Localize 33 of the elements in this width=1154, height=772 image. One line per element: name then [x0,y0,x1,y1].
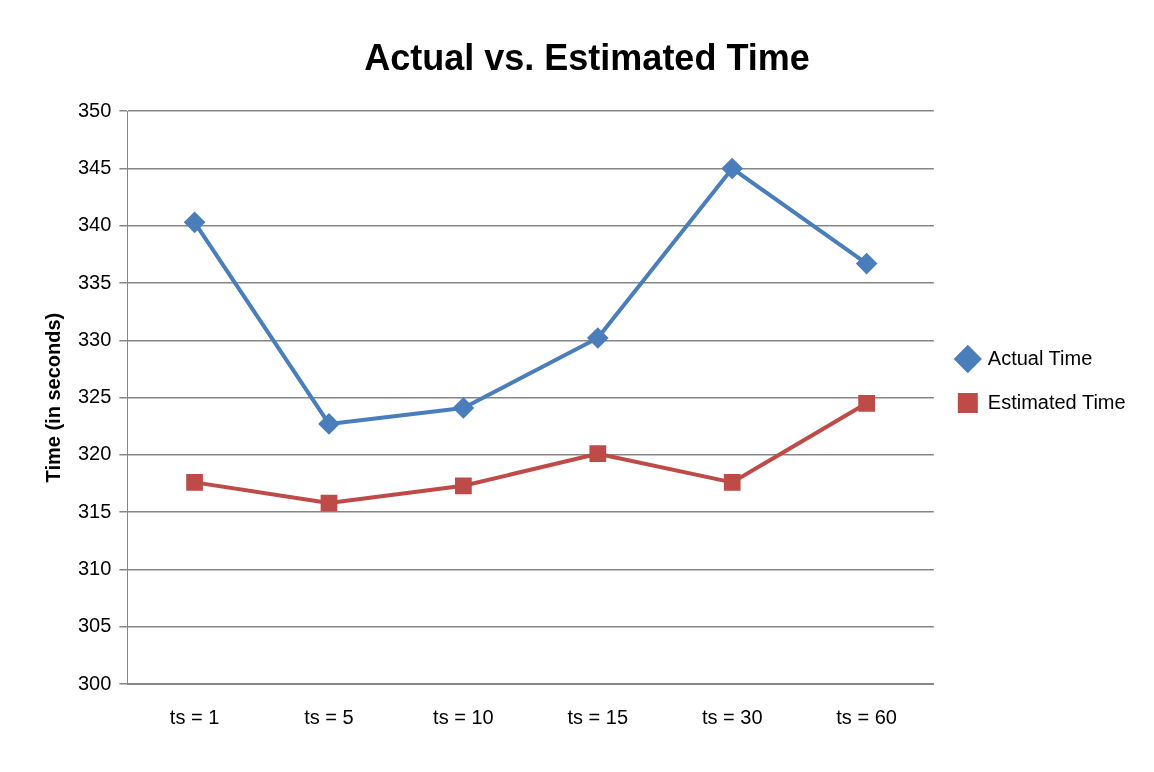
y-tick-label: 335 [77,270,112,293]
x-tick-label: ts = 5 [304,705,354,728]
point [723,474,741,491]
point [186,474,203,491]
y-tick-label: 350 [77,98,112,121]
x-tick-label: ts = 60 [836,705,897,728]
y-tick-label: 340 [77,213,112,236]
y-tick-label: 310 [77,556,112,579]
point [453,397,474,418]
x-tick-label: ts = 30 [701,705,763,728]
point [858,394,875,412]
point [856,253,877,274]
point [455,477,472,495]
x-tick-label: ts = 15 [567,705,629,728]
legend-label: Actual Time [987,346,1093,369]
y-tick-label: 320 [77,442,112,465]
chart-title: Actual vs. Estimated Time [364,36,810,78]
y-tick-label: 330 [77,327,112,350]
y-axis-title: Time (in seconds) [41,312,64,483]
x-tick-label: ts = 1 [169,705,220,728]
point [318,413,339,434]
point [184,212,205,233]
y-tick-label: 300 [77,671,112,694]
y-tick-label: 315 [77,499,112,522]
y-tick-label: 345 [77,156,112,178]
y-tick-label: 305 [77,614,112,637]
y-tick-label: 325 [77,385,112,408]
legend-label: Estimated Time [987,390,1126,413]
point [722,158,743,179]
point [587,328,608,349]
point [589,445,607,463]
point [320,494,338,512]
x-tick-label: ts = 10 [433,705,494,728]
